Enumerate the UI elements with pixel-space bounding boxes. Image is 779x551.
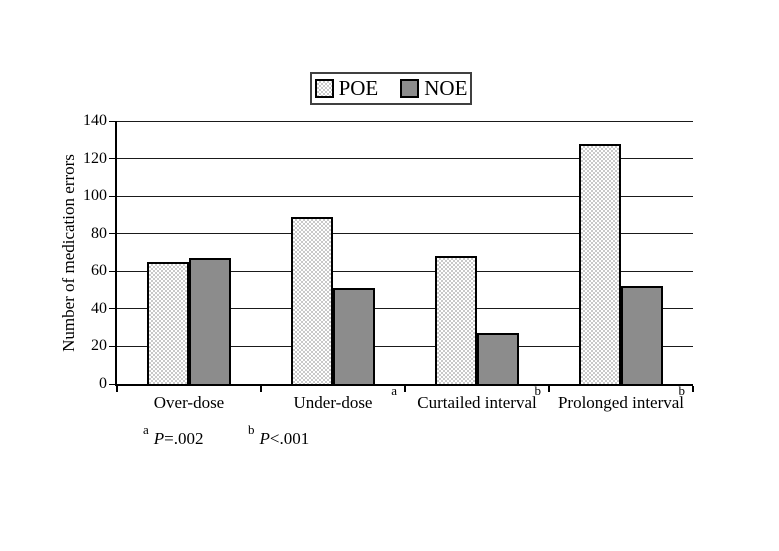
x-axis-label-superscript: b: [534, 383, 542, 398]
legend-item-noe: NOE: [400, 78, 467, 99]
bar-poe-curtailed-interval: [435, 256, 477, 384]
x-axis-label-text: Curtailed interval: [417, 393, 537, 412]
y-axis-line: [115, 121, 117, 386]
gridline-60: [117, 270, 693, 272]
x-axis-label-curtailed-interval: Curtailed interval b: [405, 384, 549, 416]
x-axis-label-text: Under-dose: [293, 393, 373, 412]
footnote-a-value: =.002: [164, 429, 204, 448]
x-tick-0: [116, 386, 118, 392]
footnote-a: a P=.002: [143, 421, 204, 448]
y-tick-label-80: 80: [91, 224, 107, 242]
x-tick-2: [404, 386, 406, 392]
y-tick-label-20: 20: [91, 337, 107, 355]
x-tick-4: [692, 386, 694, 392]
bar-poe-prolonged-interval: [579, 143, 621, 384]
gridline-140: [117, 120, 693, 122]
y-tick-140: [109, 120, 115, 122]
gridline-20: [117, 345, 693, 347]
y-axis-title: Number of medication errors: [59, 154, 78, 352]
bar-noe-prolonged-interval: [621, 286, 663, 384]
x-axis-line: [115, 384, 693, 386]
x-axis-label-prolonged-interval: Prolonged interval b: [549, 384, 693, 416]
x-axis-label-text: Over-dose: [153, 393, 225, 412]
footnote-b-p: P: [259, 429, 270, 448]
plot-area: 0 20 40 60 80 100 120 140: [83, 113, 694, 392]
x-axis-label-superscript: b: [678, 383, 686, 398]
y-tick-label-120: 120: [83, 149, 107, 167]
footnote-b-value: <.001: [269, 429, 310, 448]
y-tick-label-140: 140: [83, 112, 107, 129]
legend-label-noe: NOE: [424, 76, 468, 100]
y-tick-100: [109, 195, 115, 197]
gridline-80: [117, 233, 693, 235]
legend: POE NOE: [310, 72, 472, 105]
bar-noe-over-dose: [189, 258, 231, 384]
y-tick-label-0: 0: [99, 375, 107, 392]
legend-item-poe: POE: [314, 76, 379, 100]
gridline-40: [117, 308, 693, 310]
bar-poe-over-dose: [147, 261, 189, 384]
y-tick-80: [109, 233, 115, 235]
poe-swatch-icon: [314, 79, 334, 98]
x-axis-label-under-dose: Under-dose a: [261, 384, 405, 416]
x-axis-label-text: Prolonged interval: [557, 393, 685, 412]
gridline-120: [117, 158, 693, 160]
y-tick-40: [109, 308, 115, 310]
x-axis-label-superscript: a: [391, 383, 397, 398]
footnote-b: b P<.001: [248, 421, 309, 448]
y-tick-60: [109, 270, 115, 272]
y-tick-20: [109, 345, 115, 347]
footnote-b-marker: b: [248, 422, 255, 437]
bar-noe-under-dose: [333, 288, 375, 384]
noe-swatch-icon: [400, 79, 420, 98]
footnote-a-marker: a: [143, 422, 149, 437]
x-tick-1: [260, 386, 262, 392]
footnote-a-p: P: [153, 429, 165, 448]
y-tick-label-100: 100: [83, 187, 107, 205]
gridline-100: [117, 195, 693, 197]
x-tick-3: [548, 386, 550, 392]
y-tick-120: [109, 158, 115, 160]
legend-label-poe: POE: [338, 76, 379, 100]
y-tick-label-60: 60: [91, 262, 107, 280]
y-tick-0: [109, 383, 115, 385]
bar-poe-under-dose: [291, 216, 333, 384]
y-tick-label-40: 40: [91, 299, 107, 317]
x-axis-label-over-dose: Over-dose: [117, 390, 261, 416]
bar-noe-curtailed-interval: [477, 333, 519, 384]
x-axis-labels: Over-dose Under-dose a Curtailed interval b P…: [117, 384, 693, 416]
